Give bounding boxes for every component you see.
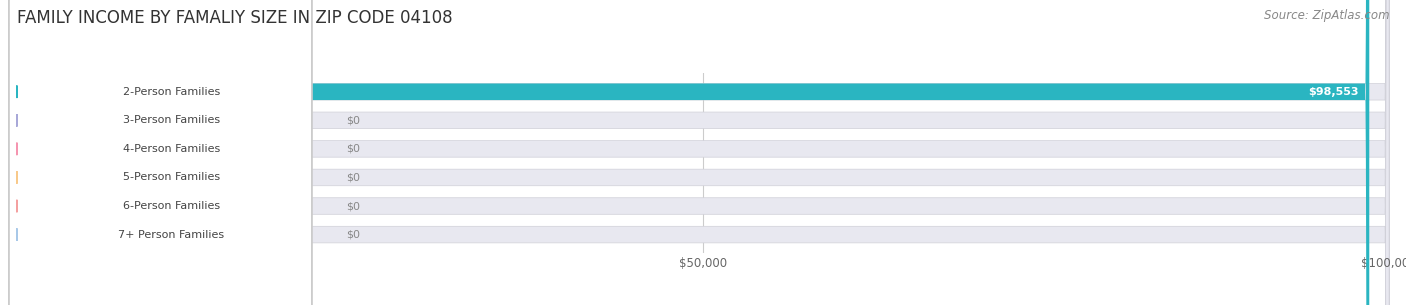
FancyBboxPatch shape	[8, 0, 312, 305]
Text: 3-Person Families: 3-Person Families	[122, 115, 219, 125]
FancyBboxPatch shape	[17, 0, 1389, 305]
FancyBboxPatch shape	[8, 0, 312, 305]
Text: 7+ Person Families: 7+ Person Families	[118, 230, 225, 240]
FancyBboxPatch shape	[17, 0, 1389, 305]
FancyBboxPatch shape	[17, 0, 1389, 305]
FancyBboxPatch shape	[17, 0, 1369, 305]
Text: $0: $0	[346, 201, 360, 211]
Text: 6-Person Families: 6-Person Families	[122, 201, 219, 211]
Text: 4-Person Families: 4-Person Families	[122, 144, 219, 154]
Text: $0: $0	[346, 230, 360, 240]
Text: $0: $0	[346, 172, 360, 182]
Text: $0: $0	[346, 115, 360, 125]
FancyBboxPatch shape	[8, 0, 312, 305]
Text: 5-Person Families: 5-Person Families	[122, 172, 219, 182]
FancyBboxPatch shape	[8, 0, 312, 305]
FancyBboxPatch shape	[17, 0, 1389, 305]
FancyBboxPatch shape	[17, 0, 1389, 305]
FancyBboxPatch shape	[17, 0, 1389, 305]
Text: $0: $0	[346, 144, 360, 154]
Text: FAMILY INCOME BY FAMALIY SIZE IN ZIP CODE 04108: FAMILY INCOME BY FAMALIY SIZE IN ZIP COD…	[17, 9, 453, 27]
Text: 2-Person Families: 2-Person Families	[122, 87, 219, 97]
Text: Source: ZipAtlas.com: Source: ZipAtlas.com	[1264, 9, 1389, 22]
FancyBboxPatch shape	[8, 0, 312, 305]
FancyBboxPatch shape	[8, 0, 312, 305]
Text: $98,553: $98,553	[1308, 87, 1358, 97]
